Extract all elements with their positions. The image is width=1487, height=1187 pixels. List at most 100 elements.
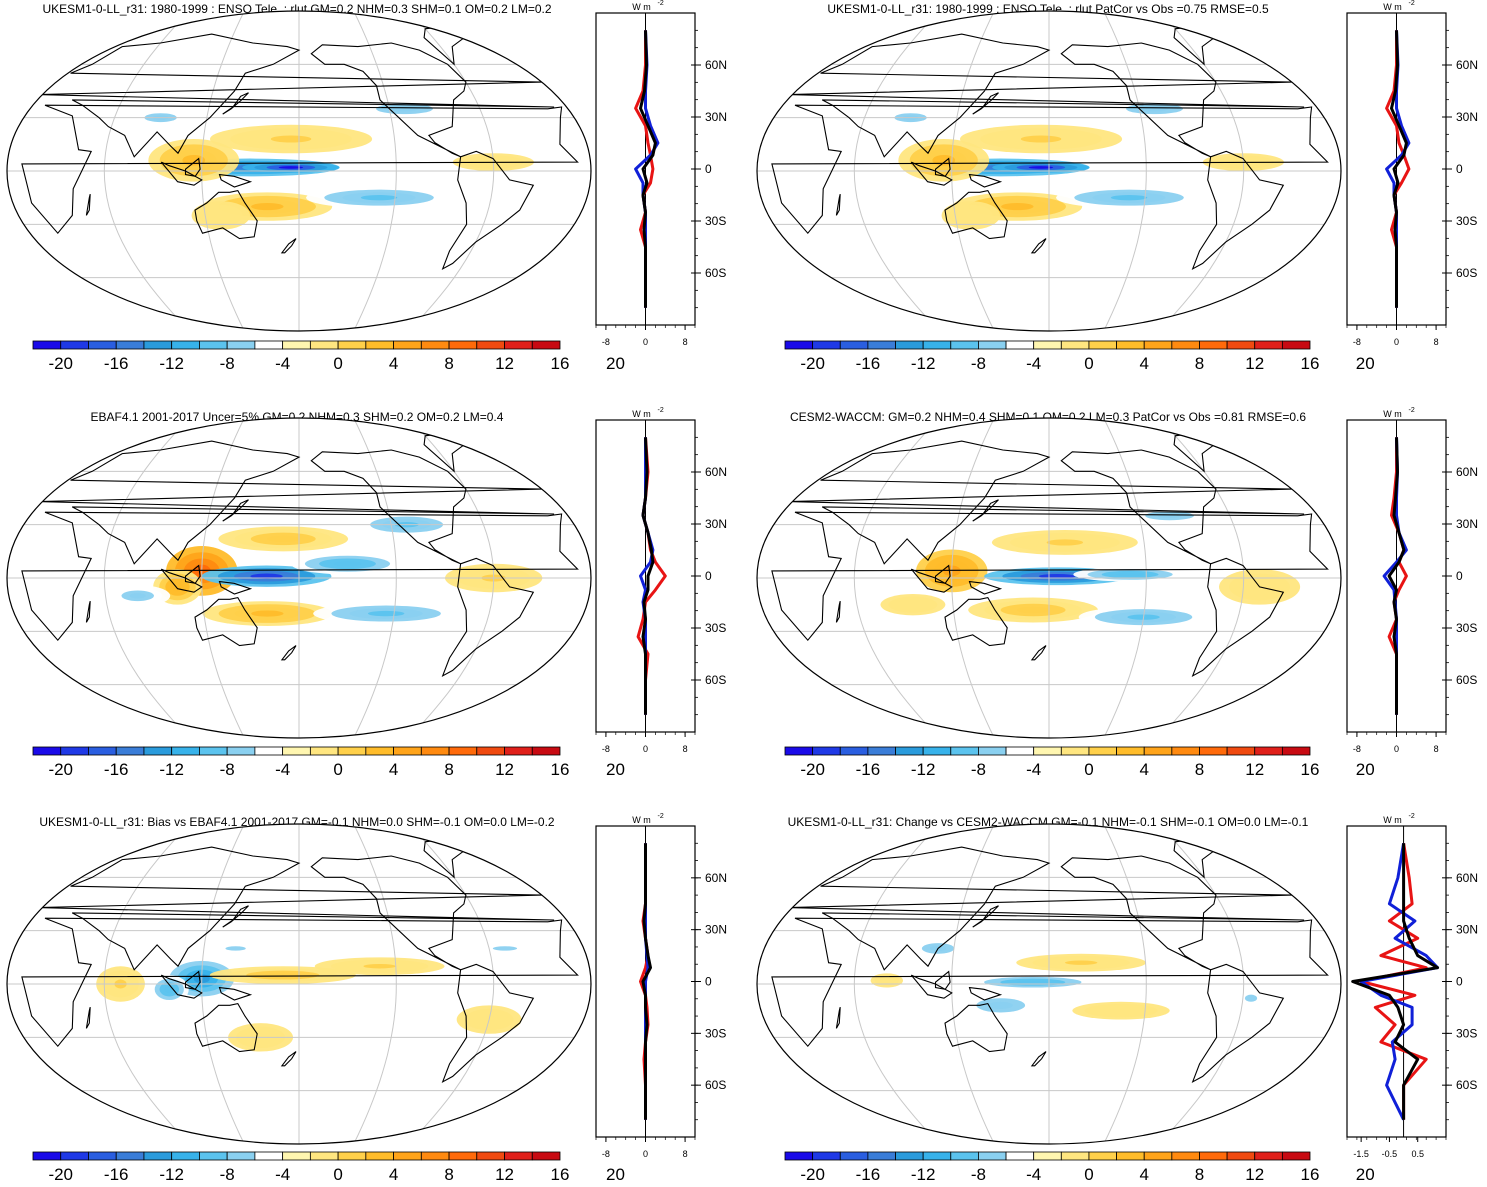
colorbar-cell — [1254, 1151, 1283, 1161]
lat-tick-label: 60S — [1456, 1078, 1477, 1092]
x-tick-label: 0 — [643, 1149, 648, 1159]
colorbar-cell — [950, 340, 979, 350]
colorbar-cell — [531, 746, 561, 756]
colorbar-cell — [199, 340, 228, 350]
colorbar-label: 4 — [1139, 1165, 1148, 1184]
colorbar-cell — [143, 1151, 173, 1161]
coastline — [771, 104, 1329, 235]
colorbar-cell — [1281, 340, 1311, 350]
map-border — [756, 10, 1342, 332]
colorbar-cell — [1116, 340, 1145, 350]
field-contour — [363, 964, 396, 969]
lat-tick-label: 0 — [705, 162, 712, 176]
coastline — [37, 33, 555, 158]
colorbar-cell — [60, 1151, 89, 1161]
colorbar-cell — [504, 746, 533, 756]
field-contour — [333, 561, 362, 567]
profile-unit-label: W m — [632, 409, 651, 419]
colorbar-cell — [950, 746, 979, 756]
colorbar-cell — [1143, 746, 1173, 756]
colorbar-cell — [309, 1151, 339, 1161]
colorbar-cell — [448, 340, 478, 350]
colorbar-cell — [88, 746, 117, 756]
coastline — [944, 1002, 1008, 1053]
colorbar-cell — [867, 746, 896, 756]
coastline — [218, 580, 253, 595]
colorbar-label: -12 — [911, 760, 936, 779]
colorbar-label: 8 — [1195, 760, 1204, 779]
colorbar-label: 4 — [1139, 760, 1148, 779]
colorbar-label: 8 — [444, 1165, 453, 1184]
colorbar-label: 4 — [389, 760, 398, 779]
colorbar-label: -16 — [104, 354, 129, 373]
field-contour — [1110, 195, 1148, 201]
panel-title: UKESM1-0-LL_r31: Bias vs EBAF4.1 2001-20… — [39, 815, 555, 829]
colorbar-label: 12 — [495, 1165, 514, 1184]
colorbar-label: -16 — [856, 1165, 881, 1184]
colorbar-cell — [199, 746, 228, 756]
profile-series-black — [1387, 437, 1406, 715]
coastline — [1030, 238, 1047, 254]
colorbar-cell — [88, 1151, 117, 1161]
colorbar-label: -4 — [1026, 354, 1041, 373]
field-contour — [1115, 572, 1145, 577]
coastline — [1191, 150, 1285, 270]
colorbar-label: -8 — [220, 354, 235, 373]
colorbar-cell — [978, 746, 1007, 756]
colorbar-cell — [88, 340, 117, 350]
field-contour — [1108, 1008, 1134, 1013]
colorbar-label: 12 — [495, 760, 514, 779]
x-tick-label: -8 — [1353, 337, 1361, 347]
colorbar-cell — [812, 1151, 841, 1161]
lon-gridline — [103, 418, 190, 738]
coastline — [441, 150, 535, 270]
colorbar-label: -4 — [275, 354, 290, 373]
colorbar-label: 16 — [1301, 354, 1320, 373]
colorbar-cell — [895, 340, 924, 350]
x-tick-label: -8 — [602, 337, 610, 347]
coastline — [218, 173, 253, 188]
profile-unit-exponent: -2 — [1409, 813, 1415, 820]
map-field — [757, 418, 1341, 738]
x-tick-label: 8 — [1434, 337, 1439, 347]
coastline — [21, 917, 579, 1048]
coastline — [968, 986, 1003, 1001]
field-contour — [492, 946, 518, 951]
colorbar-cell — [839, 340, 869, 350]
map-border — [756, 417, 1342, 739]
colorbar-label: -16 — [856, 354, 881, 373]
colorbar-cell — [32, 340, 62, 350]
colorbar-cell — [504, 340, 533, 350]
colorbar-cell — [1171, 1151, 1200, 1161]
lon-gridline — [201, 824, 245, 1144]
panels-root: UKESM1-0-LL_r31: 1980-1999 : ENSO Tele. … — [6, 0, 1478, 1184]
lat-tick-label: 0 — [1456, 975, 1463, 989]
x-tick-label: -8 — [1353, 744, 1361, 754]
colorbar-cell — [1116, 1151, 1145, 1161]
colorbar-cell — [784, 1151, 814, 1161]
lat-tick-label: 60S — [1456, 673, 1477, 687]
lon-gridline — [1103, 11, 1147, 331]
lat-tick-label: 30N — [1456, 517, 1478, 531]
colorbar-cell — [1005, 1151, 1035, 1161]
panel-2: UKESM1-0-LL_r31: 1980-1999 : ENSO Tele. … — [756, 0, 1478, 373]
colorbar-label: -8 — [971, 760, 986, 779]
colorbar-label: 12 — [1245, 354, 1264, 373]
colorbar-cell — [1226, 340, 1256, 350]
field-contour — [251, 610, 284, 617]
field-contour — [963, 211, 979, 219]
x-tick-label: 0 — [1394, 744, 1399, 754]
colorbar-cell — [922, 746, 952, 756]
profile-series-black — [1390, 30, 1408, 308]
coastline — [85, 1006, 91, 1029]
colorbar-cell — [60, 340, 89, 350]
colorbar-cell — [1254, 340, 1283, 350]
colorbar-label: 20 — [1356, 354, 1375, 373]
colorbar-cell — [171, 746, 200, 756]
coastline — [222, 905, 249, 928]
coastline — [910, 568, 953, 593]
lat-tick-label: 60S — [705, 266, 726, 280]
field-contour — [1038, 574, 1076, 579]
colorbar-cell — [448, 746, 478, 756]
lat-tick-label: 30S — [1456, 214, 1477, 228]
